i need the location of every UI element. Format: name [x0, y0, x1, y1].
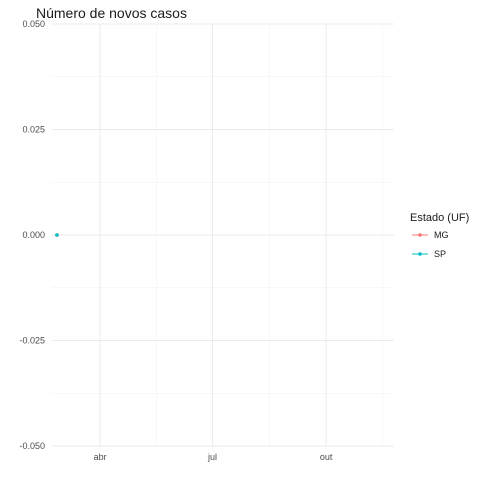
grid — [52, 23, 394, 447]
y-tick-label: -0.025 — [19, 336, 45, 346]
legend-title: Estado (UF) — [410, 212, 469, 224]
x-tick-label: abr — [94, 452, 107, 462]
chart-title: Número de novos casos — [36, 5, 187, 21]
y-tick-label: 0.025 — [22, 125, 45, 135]
series-points — [55, 233, 59, 237]
legend-label-mg: MG — [434, 230, 449, 240]
series-point-sp — [55, 233, 59, 237]
y-tick-label: 0.000 — [22, 230, 45, 240]
y-axis-tick-labels: -0.050 -0.025 0.000 0.025 0.050 — [19, 19, 45, 451]
y-tick-label: -0.050 — [19, 441, 45, 451]
legend-key-point-mg — [418, 233, 422, 237]
legend-label-sp: SP — [434, 249, 446, 259]
legend-key-point-sp — [418, 252, 422, 256]
x-tick-label: out — [320, 452, 333, 462]
y-tick-label: 0.050 — [22, 19, 45, 29]
x-axis-tick-labels: abr jul out — [94, 452, 333, 462]
x-tick-label: jul — [207, 452, 217, 462]
legend: Estado (UF) MG SP — [410, 212, 469, 259]
